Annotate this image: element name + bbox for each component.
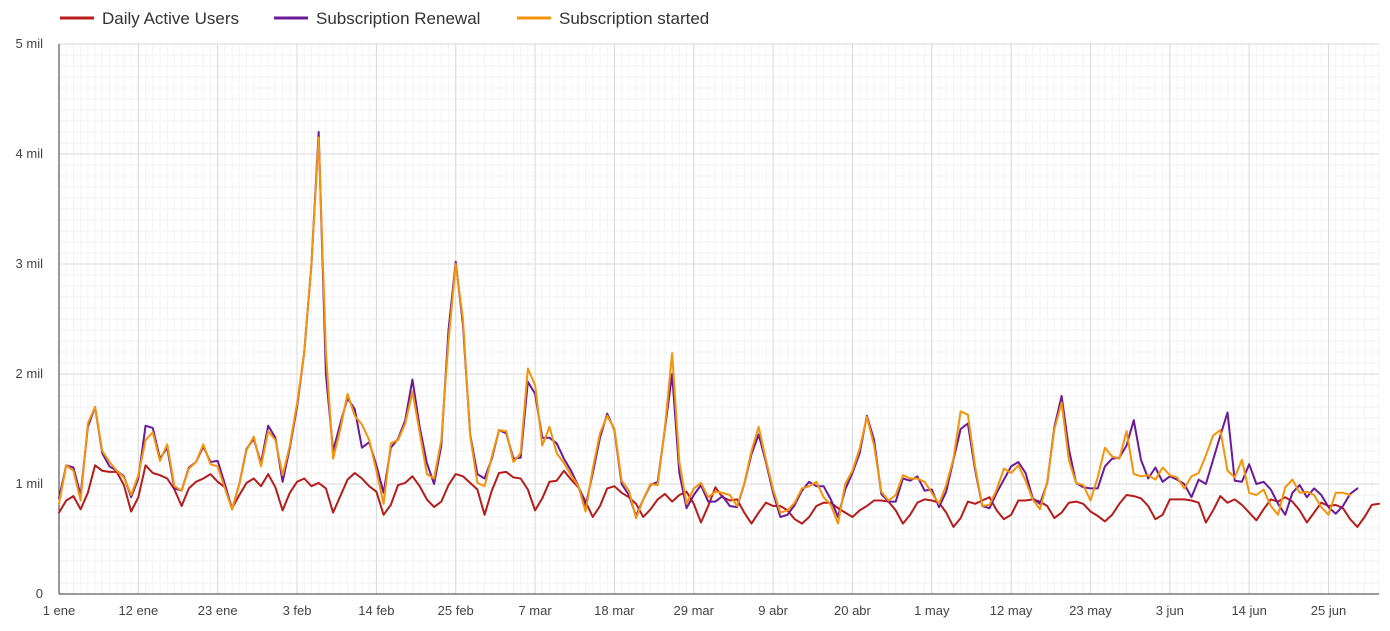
legend-label: Subscription started <box>559 9 709 28</box>
x-tick-label: 1 ene <box>43 603 76 618</box>
y-tick-label: 2 mil <box>16 366 44 381</box>
x-tick-label: 12 may <box>990 603 1033 618</box>
x-tick-label: 3 feb <box>283 603 312 618</box>
series-line-1 <box>58 464 1380 528</box>
x-tick-label: 23 ene <box>198 603 238 618</box>
legend[interactable]: Daily Active Users Subscription Renewal Su… <box>60 9 709 28</box>
x-tick-label: 14 feb <box>358 603 394 618</box>
x-tick-label: 1 may <box>914 603 950 618</box>
legend-label: Daily Active Users <box>102 9 239 28</box>
legend-item[interactable]: Subscription Renewal <box>274 9 480 28</box>
legend-item[interactable]: Subscription started <box>517 9 709 28</box>
x-tick-label: 9 abr <box>758 603 788 618</box>
series-lines <box>58 131 1380 528</box>
x-tick-label: 12 ene <box>118 603 158 618</box>
series-line-3 <box>58 136 1352 525</box>
series-line-2 <box>58 131 1359 518</box>
y-tick-label: 5 mil <box>16 36 44 51</box>
minor-grid <box>58 43 1380 595</box>
y-tick-label: 0 <box>36 586 43 601</box>
y-tick-label: 1 mil <box>16 476 44 491</box>
y-tick-label: 3 mil <box>16 256 44 271</box>
major-grid <box>59 43 1379 595</box>
x-tick-label: 23 may <box>1069 603 1112 618</box>
x-tick-label: 25 feb <box>438 603 474 618</box>
x-axis-tick-labels: 1 ene 12 ene 23 ene 3 feb 14 feb 25 feb 7 mar 1… <box>43 603 1346 618</box>
x-tick-label: 7 mar <box>518 603 552 618</box>
y-tick-label: 4 mil <box>16 146 44 161</box>
x-tick-label: 3 jun <box>1156 603 1184 618</box>
x-tick-label: 20 abr <box>834 603 872 618</box>
x-tick-label: 29 mar <box>674 603 715 618</box>
x-tick-label: 18 mar <box>594 603 635 618</box>
x-tick-label: 25 jun <box>1311 603 1346 618</box>
y-axis-tick-labels: 0 1 mil 2 mil 3 mil 4 mil 5 mil <box>16 36 44 601</box>
x-tick-label: 14 jun <box>1231 603 1266 618</box>
legend-item[interactable]: Daily Active Users <box>60 9 239 28</box>
legend-label: Subscription Renewal <box>316 9 480 28</box>
